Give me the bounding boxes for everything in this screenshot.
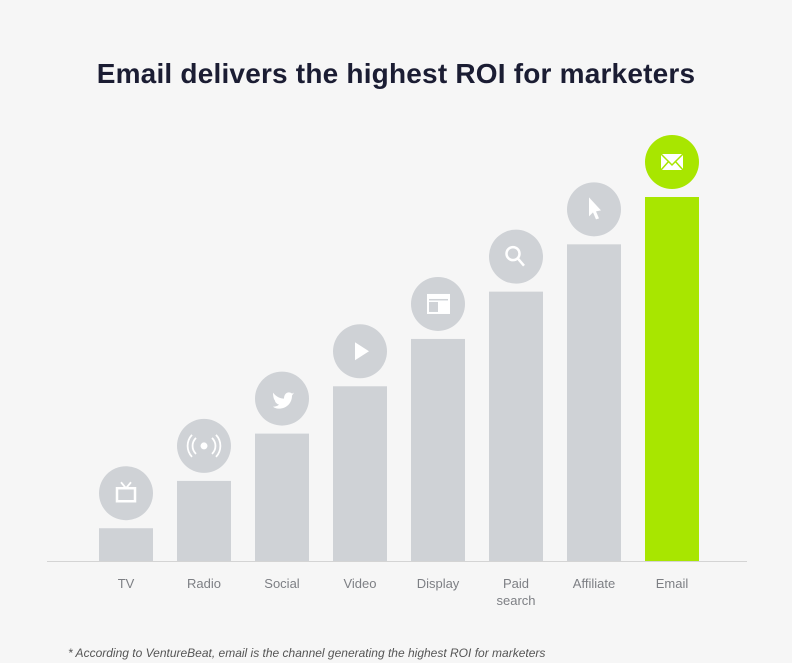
bar-video bbox=[333, 386, 387, 561]
icon-badge bbox=[489, 229, 543, 284]
bar-display bbox=[411, 338, 465, 561]
bar-paid-search bbox=[489, 291, 543, 561]
cursor-pointer-icon bbox=[589, 197, 601, 220]
bar-social bbox=[255, 433, 309, 561]
x-tick-label: Email bbox=[656, 576, 689, 591]
bar-tv bbox=[99, 528, 153, 561]
chart-title: Email delivers the highest ROI for marke… bbox=[96, 58, 696, 89]
x-tick-label: Affiliate bbox=[573, 576, 615, 591]
display-ad-icon bbox=[427, 293, 450, 314]
envelope-icon bbox=[660, 153, 684, 171]
tv-icon bbox=[115, 481, 137, 503]
footnote: * According to VentureBeat, email is the… bbox=[68, 646, 546, 660]
x-tick-label: Paid search bbox=[496, 576, 535, 608]
x-tick-label: TV bbox=[118, 576, 135, 591]
x-tick-label: Video bbox=[343, 576, 376, 591]
search-icon bbox=[505, 245, 525, 267]
bar-email bbox=[645, 197, 699, 561]
icon-badge bbox=[99, 466, 153, 521]
x-tick-label: Display bbox=[417, 576, 460, 591]
twitter-bird-icon bbox=[273, 392, 294, 409]
bar-radio bbox=[177, 480, 231, 561]
x-tick-label: Social bbox=[264, 576, 300, 591]
x-tick-label: Radio bbox=[187, 576, 221, 591]
bar-affiliate bbox=[567, 244, 621, 561]
play-icon bbox=[355, 342, 369, 361]
radio-broadcast-icon bbox=[186, 434, 222, 458]
